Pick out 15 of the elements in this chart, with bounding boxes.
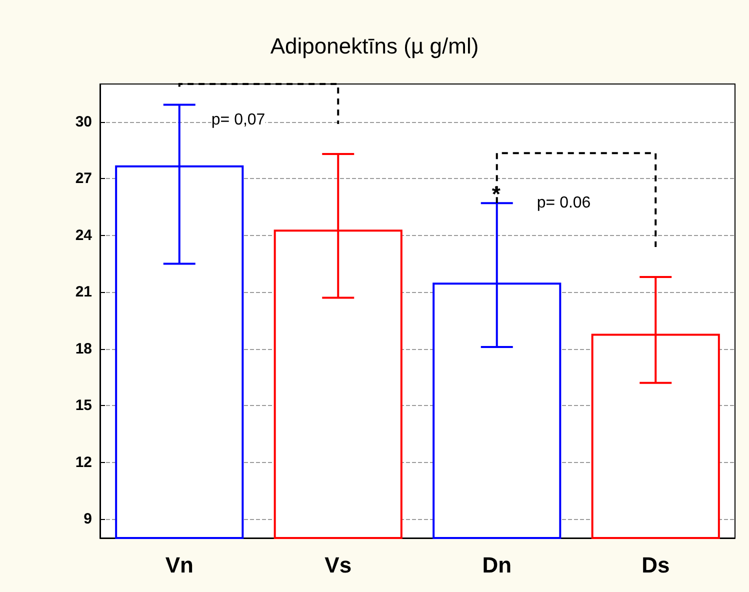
y-tick-label: 21: [75, 284, 92, 301]
y-tick-label: 30: [75, 113, 92, 130]
annotation: p= 0.06: [536, 194, 591, 212]
chart-title: Adiponektīns (µ g/ml): [270, 34, 479, 58]
x-tick-label: Vs: [324, 552, 352, 578]
y-tick-label: 15: [75, 397, 92, 414]
y-tick-label: 24: [75, 226, 93, 244]
x-tick-label: Vn: [165, 552, 194, 578]
y-tick-label: 18: [75, 340, 92, 358]
x-tick-label: Ds: [642, 552, 670, 578]
y-tick-label: 27: [75, 170, 92, 188]
annotation: p= 0,07: [211, 111, 266, 128]
y-tick-label: 12: [75, 454, 92, 471]
y-tick-label: 9: [84, 510, 92, 528]
x-tick-label: Dn: [482, 552, 512, 578]
